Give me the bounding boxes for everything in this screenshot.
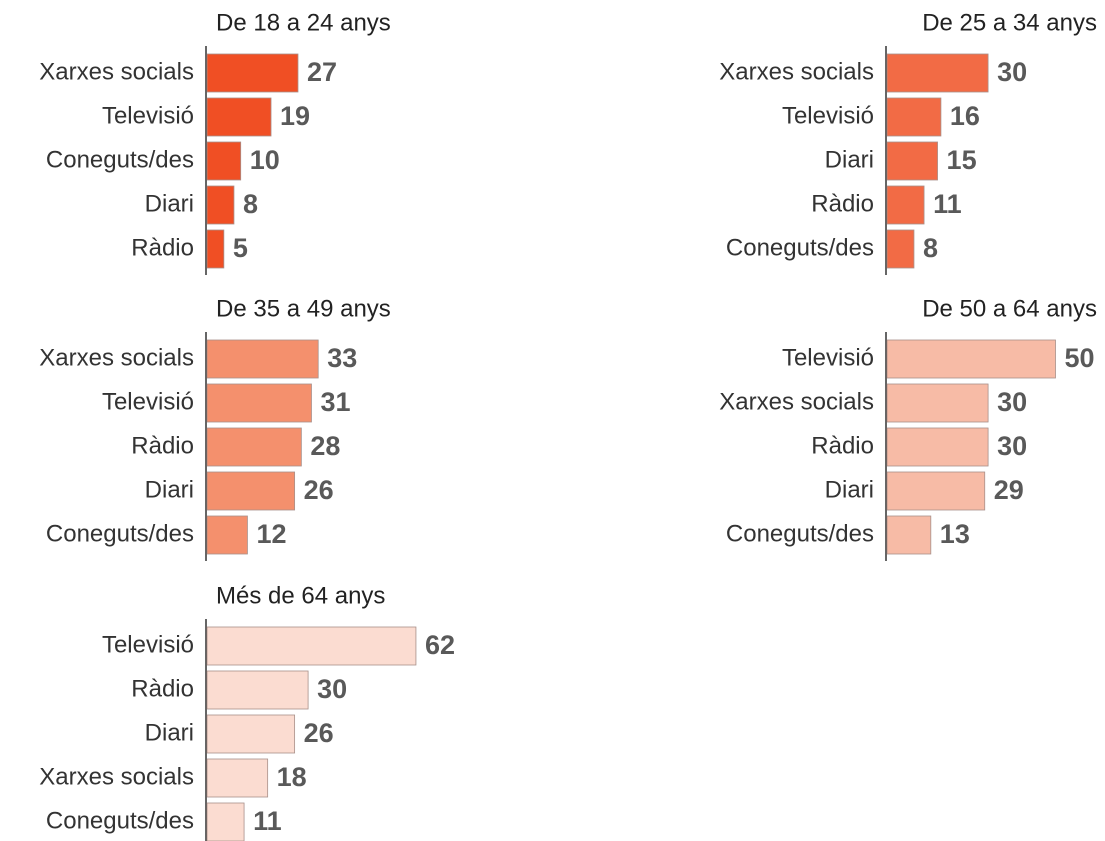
bar	[206, 383, 312, 423]
value-label: 30	[317, 674, 347, 704]
category-label: Coneguts/des	[726, 520, 874, 547]
value-label: 30	[997, 387, 1027, 417]
bar	[206, 515, 248, 555]
panel-title: De 25 a 34 anys	[922, 9, 1097, 36]
bar	[206, 758, 269, 798]
value-label: 30	[997, 431, 1027, 461]
value-label: 11	[933, 189, 962, 219]
value-label: 15	[947, 145, 977, 175]
bar	[886, 53, 989, 93]
bar-panel: De 35 a 49 anys Xarxes socials 33 Televisió…	[39, 295, 391, 561]
value-label: 28	[310, 431, 340, 461]
bar	[206, 141, 242, 181]
category-label: Coneguts/des	[46, 520, 194, 547]
category-label: Televisió	[102, 388, 194, 415]
bar	[206, 339, 319, 379]
value-label: 27	[307, 57, 337, 87]
value-label: 11	[253, 806, 282, 836]
category-label: Televisió	[782, 344, 874, 371]
category-label: Ràdio	[811, 190, 874, 217]
bar	[886, 97, 942, 137]
bar	[886, 185, 925, 225]
bar	[206, 229, 225, 269]
category-label: Diari	[825, 476, 874, 503]
bar	[206, 471, 296, 511]
value-label: 30	[997, 57, 1027, 87]
bar	[886, 471, 986, 511]
bar-panel: De 25 a 34 anys Xarxes socials 30 Televisió…	[719, 9, 1097, 275]
category-label: Diari	[145, 190, 194, 217]
category-label: Xarxes socials	[39, 344, 194, 371]
value-label: 31	[320, 387, 350, 417]
category-label: Ràdio	[811, 432, 874, 459]
value-label: 50	[1065, 343, 1095, 373]
bar	[886, 339, 1056, 379]
value-label: 26	[304, 718, 334, 748]
value-label: 26	[304, 475, 334, 505]
category-label: Diari	[825, 146, 874, 173]
category-label: Coneguts/des	[46, 146, 194, 173]
category-label: Ràdio	[131, 675, 194, 702]
bar	[206, 427, 302, 467]
category-label: Diari	[145, 719, 194, 746]
category-label: Xarxes socials	[719, 388, 874, 415]
category-label: Ràdio	[131, 432, 194, 459]
category-label: Televisió	[782, 102, 874, 129]
category-label: Televisió	[102, 102, 194, 129]
bar-panel: De 50 a 64 anys Televisió 50 Xarxes socials…	[719, 295, 1097, 561]
bar-panel: De 18 a 24 anys Xarxes socials 27 Televisió…	[39, 9, 391, 275]
value-label: 19	[280, 101, 310, 131]
bar	[886, 383, 989, 423]
bar	[206, 53, 299, 93]
value-label: 8	[923, 233, 938, 263]
category-label: Xarxes socials	[719, 58, 874, 85]
category-label: Televisió	[102, 631, 194, 658]
bar	[206, 97, 272, 137]
value-label: 13	[940, 519, 970, 549]
value-label: 33	[327, 343, 357, 373]
bar	[886, 229, 915, 269]
value-label: 8	[243, 189, 258, 219]
value-label: 10	[250, 145, 280, 175]
bar	[206, 185, 235, 225]
value-label: 16	[950, 101, 980, 131]
bar	[206, 670, 309, 710]
category-label: Xarxes socials	[39, 763, 194, 790]
bar	[886, 515, 932, 555]
value-label: 5	[233, 233, 248, 263]
value-label: 12	[256, 519, 286, 549]
value-label: 62	[425, 630, 455, 660]
bar	[206, 714, 296, 754]
bar	[206, 626, 417, 666]
category-label: Ràdio	[131, 234, 194, 261]
value-label: 29	[994, 475, 1024, 505]
panel-title: Més de 64 anys	[216, 582, 385, 609]
bar	[886, 141, 938, 181]
panel-title: De 50 a 64 anys	[922, 295, 1097, 322]
category-label: Coneguts/des	[46, 807, 194, 834]
bar-panel: Més de 64 anys Televisió 62 Ràdio 30 Diari 26 X…	[39, 582, 455, 841]
panel-title: De 35 a 49 anys	[216, 295, 391, 322]
panel-title: De 18 a 24 anys	[216, 9, 391, 36]
value-label: 18	[277, 762, 307, 792]
category-label: Xarxes socials	[39, 58, 194, 85]
bar	[206, 802, 245, 841]
category-label: Diari	[145, 476, 194, 503]
category-label: Coneguts/des	[726, 234, 874, 261]
bar	[886, 427, 989, 467]
